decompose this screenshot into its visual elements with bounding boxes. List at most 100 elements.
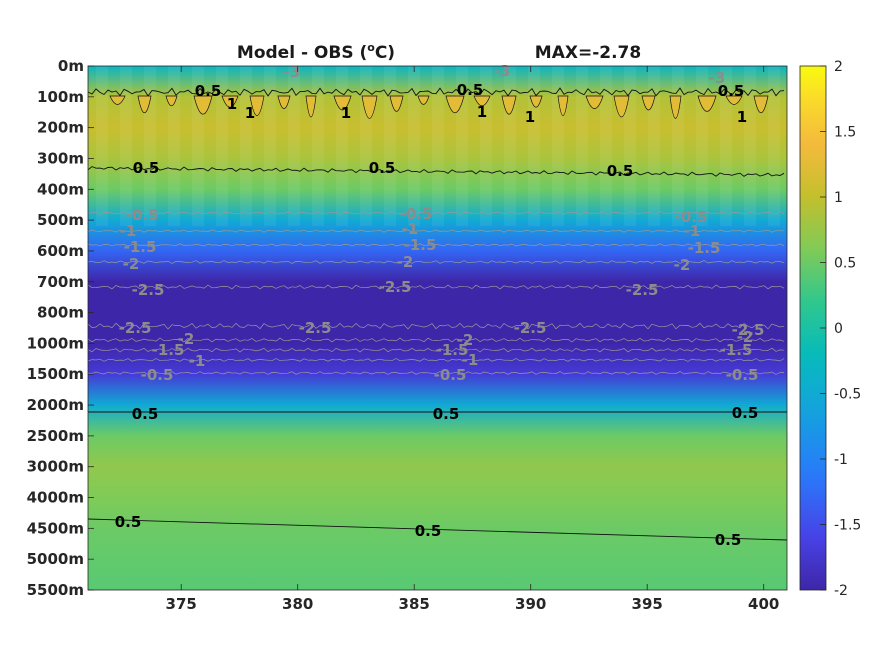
y-axis: 0m 100m 200m 300m 400m 500m 600m 700m 800m 1000m 1… [27, 57, 94, 599]
y-tick-label: 100m [37, 88, 84, 106]
contour-label: 0.5 [457, 81, 484, 99]
y-tick-label: 5000m [27, 550, 84, 568]
contour-label: 0.5 [607, 162, 634, 180]
contour-label: 0.5 [732, 404, 759, 422]
colorbar: 2 1.5 1 0.5 0 -0.5 -1 -1.5 -2 [799, 59, 861, 599]
warm-pocket [753, 95, 769, 114]
colorbar-tick-label: -0.5 [834, 387, 861, 403]
surface-streaks [88, 66, 787, 226]
x-tick-label: 400 [748, 595, 779, 613]
contour-label: -1.5 [688, 239, 721, 257]
contour-line [87, 229, 784, 233]
colorbar-tick-label: 0.5 [834, 256, 856, 272]
contour-label: -2 [674, 256, 691, 274]
y-tick-label: 200m [37, 119, 84, 137]
y-tick-label: 4500m [27, 519, 84, 537]
warm-pocket [109, 95, 126, 105]
x-tick-label: 390 [515, 595, 546, 613]
contour-line [87, 284, 785, 290]
plot-area: 0.5 0.5 0.51 1 1 1 1 10.5 0.5 0.50.5 0.5 0.50.5 0.5 0… [87, 62, 788, 591]
contour-label: 0.5 [133, 159, 160, 177]
warm-pocket [473, 95, 491, 107]
contour-label: 1 [245, 104, 255, 122]
colorbar-tick-label: -1 [834, 452, 848, 468]
colorbar-tick-label: 1.5 [834, 125, 856, 141]
warm-pocket [249, 95, 265, 116]
y-tick-label: 800m [37, 304, 84, 322]
x-tick-label: 395 [632, 595, 663, 613]
contour-labels: 0.5 0.5 0.51 1 1 1 1 10.5 0.5 0.50.5 0.5 0.50.5 0.5 0… [115, 62, 765, 549]
warm-pocket [221, 95, 239, 108]
contour-label: 1 [477, 103, 487, 121]
title-degree: o [367, 41, 375, 54]
contour-label: -1 [402, 220, 419, 238]
colorbar-tick-label: -2 [834, 583, 848, 599]
contour-line [87, 518, 788, 541]
y-tick-label: 2500m [27, 427, 84, 445]
x-tick-label: 385 [399, 595, 430, 613]
contour-line [87, 166, 785, 177]
contour-label: -2.5 [299, 319, 332, 337]
warm-pocket [193, 95, 213, 115]
contour-label: -0.5 [126, 206, 159, 224]
contour-label: 1 [525, 108, 535, 126]
warm-pocket [641, 95, 656, 111]
contour-label: -1.5 [436, 341, 469, 359]
warm-pocket [557, 95, 569, 116]
warm-pocket [137, 95, 152, 114]
contour-line [87, 337, 785, 343]
y-tick-label: 1000m [27, 334, 84, 352]
contour-label: -2.5 [514, 319, 547, 337]
title-text: Model - OBS ( [237, 43, 367, 63]
contour-label: -2.5 [732, 321, 765, 339]
contour-label: -1 [462, 351, 479, 369]
warm-pocket [669, 95, 682, 119]
contour-label: -1 [684, 222, 701, 240]
plot-frame [87, 65, 788, 591]
contour-label: 1 [341, 104, 351, 122]
contour-label: 0.5 [715, 531, 742, 549]
contour-label: -1.5 [152, 341, 185, 359]
y-tick-label: 500m [37, 211, 84, 229]
contour-label: -1.5 [404, 236, 437, 254]
y-tick-label: 0m [58, 57, 84, 75]
contour-line [87, 322, 785, 330]
contour-label: 1 [737, 108, 747, 126]
contour-label: 0.5 [132, 405, 159, 423]
warm-pocket [445, 95, 465, 114]
contour-label: -2.5 [379, 278, 412, 296]
contour-label: -3 [709, 69, 726, 87]
y-tick-label: 2000m [27, 396, 84, 414]
contour-label: 1 [227, 95, 237, 113]
contour-label: 0.5 [433, 405, 460, 423]
contour-label: -0.5 [400, 205, 433, 223]
warm-pocket [613, 95, 630, 118]
y-tick-label: 5500m [27, 581, 84, 599]
contour-label: -1.5 [720, 341, 753, 359]
chart-max-label: MAX=-2.78 [535, 43, 641, 63]
contour-lines [87, 87, 788, 541]
contour-label: -1.5 [124, 238, 157, 256]
warm-pocket [501, 95, 517, 115]
colorbar-tick-label: 2 [834, 59, 843, 75]
contour-label: -0.5 [434, 366, 467, 384]
contour-label: -0.5 [726, 366, 759, 384]
warm-pocket [725, 95, 743, 105]
chart-title: Model - OBS (oC) [237, 41, 395, 63]
colorbar-tick-label: 1 [834, 190, 843, 206]
contour-label: 0.5 [115, 513, 142, 531]
y-tick-label: 3000m [27, 458, 84, 476]
warm-pocket [529, 95, 543, 108]
y-tick-label: 700m [37, 273, 84, 291]
contour-line [87, 358, 785, 362]
contour-label: -2 [737, 328, 754, 346]
contour-label: -2.5 [626, 281, 659, 299]
title-unit: C) [375, 43, 395, 63]
warm-pocket [165, 95, 178, 107]
contour-label: -1 [189, 352, 206, 370]
warm-pocket [585, 95, 604, 109]
contour-label: -2 [457, 331, 474, 349]
contour-label: -2.5 [119, 319, 152, 337]
contour-label: 0.5 [195, 82, 222, 100]
